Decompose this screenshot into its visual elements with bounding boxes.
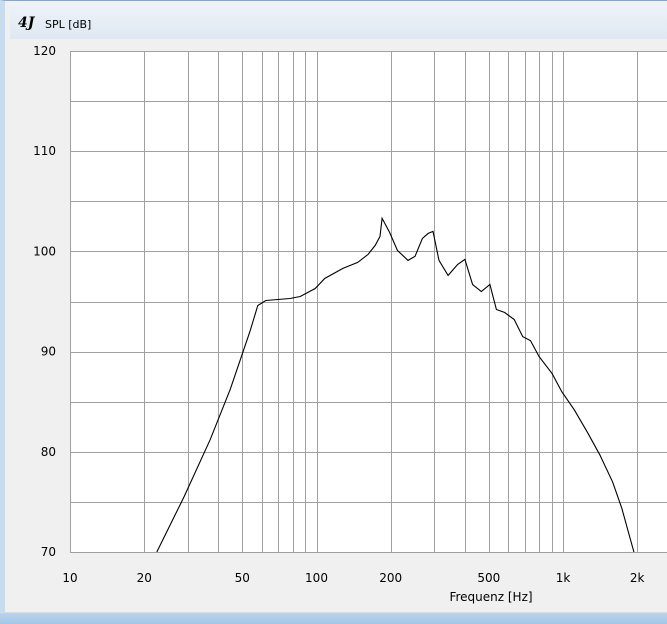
- x-tick-label: 20: [137, 571, 152, 585]
- x-axis-label: Frequenz [Hz]: [449, 590, 532, 604]
- x-tick-label: 500: [477, 571, 500, 585]
- title-bar: 4J SPL [dB]: [10, 2, 667, 39]
- plot-area: [70, 51, 667, 552]
- x-tick-label: 1k: [556, 571, 571, 585]
- x-tick-label: 2k: [630, 571, 645, 585]
- x-tick-label: 200: [379, 571, 402, 585]
- x-tick-label: 50: [235, 571, 250, 585]
- logo-icon: 4J: [18, 15, 35, 31]
- x-tick-label: 100: [305, 571, 328, 585]
- y-tick-label: 120: [33, 44, 56, 58]
- bottom-border: [0, 612, 667, 624]
- y-tick-label: 80: [41, 445, 56, 459]
- y-tick-label: 70: [41, 545, 56, 559]
- x-tick-label: 10: [62, 571, 77, 585]
- y-tick-label: 90: [41, 345, 56, 359]
- spl-curve: [156, 216, 635, 553]
- y-tick-label: 110: [33, 144, 56, 158]
- y-tick-label: 100: [33, 244, 56, 258]
- y-axis-label: SPL [dB]: [45, 18, 92, 31]
